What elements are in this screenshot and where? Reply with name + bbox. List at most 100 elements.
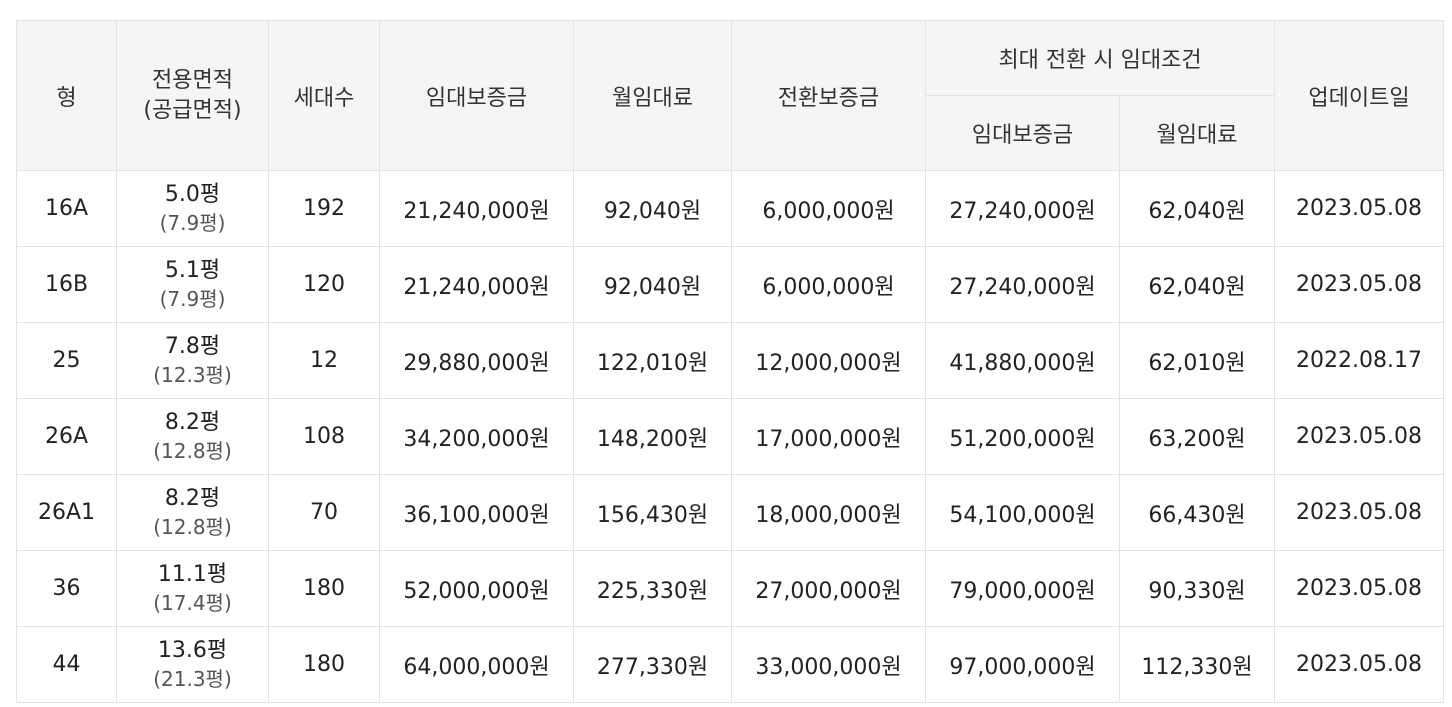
header-households: 세대수 bbox=[268, 20, 380, 171]
cell-max-rent: 90,330원 bbox=[1118, 550, 1276, 627]
cell-type: 25 bbox=[16, 322, 117, 399]
cell-exclusive-area: 8.2평 bbox=[164, 486, 221, 511]
cell-rent: 92,040원 bbox=[573, 246, 732, 323]
cell-max-deposit: 27,240,000원 bbox=[925, 170, 1120, 247]
cell-supply-area: (17.4평) bbox=[153, 591, 232, 615]
cell-households: 120 bbox=[268, 246, 380, 323]
cell-supply-area: (7.9평) bbox=[159, 287, 226, 311]
cell-type: 16A bbox=[16, 170, 117, 247]
cell-rent: 277,330원 bbox=[573, 626, 732, 703]
table-header: 형 전용면적 (공급면적) 세대수 임대보증금 월임대료 전환보증금 최대 전환… bbox=[16, 20, 1445, 171]
header-row-sub: 임대보증금 월임대료 bbox=[17, 95, 1444, 171]
cell-updated: 2023.05.08 bbox=[1274, 474, 1445, 551]
cell-area: 7.8평 (12.3평) bbox=[116, 322, 269, 399]
cell-households: 192 bbox=[268, 170, 380, 247]
cell-conversion: 33,000,000원 bbox=[731, 626, 926, 703]
cell-households: 180 bbox=[268, 550, 380, 627]
cell-rent: 122,010원 bbox=[573, 322, 732, 399]
header-deposit: 임대보증금 bbox=[379, 20, 574, 171]
cell-rent: 156,430원 bbox=[573, 474, 732, 551]
header-max-deposit: 임대보증금 bbox=[925, 95, 1120, 171]
table-body: 16A 5.0평 (7.9평) 192 21,240,000원 92,040원 … bbox=[16, 170, 1445, 703]
cell-supply-area: (12.8평) bbox=[153, 515, 232, 539]
table-row: 25 7.8평 (12.3평) 12 29,880,000원 122,010원 … bbox=[16, 322, 1445, 399]
cell-type: 26A1 bbox=[16, 474, 117, 551]
cell-max-deposit: 41,880,000원 bbox=[925, 322, 1120, 399]
cell-conversion: 6,000,000원 bbox=[731, 170, 926, 247]
cell-updated: 2023.05.08 bbox=[1274, 170, 1445, 247]
cell-area: 13.6평 (21.3평) bbox=[116, 626, 269, 703]
table-row: 16B 5.1평 (7.9평) 120 21,240,000원 92,040원 … bbox=[16, 246, 1445, 323]
cell-conversion: 18,000,000원 bbox=[731, 474, 926, 551]
cell-max-deposit: 51,200,000원 bbox=[925, 398, 1120, 475]
header-area: 전용면적 (공급면적) bbox=[116, 20, 269, 171]
cell-area: 11.1평 (17.4평) bbox=[116, 550, 269, 627]
cell-updated: 2022.08.17 bbox=[1274, 322, 1445, 399]
cell-max-rent: 62,040원 bbox=[1118, 246, 1276, 323]
cell-max-rent: 62,040원 bbox=[1118, 170, 1276, 247]
cell-exclusive-area: 5.1평 bbox=[164, 258, 221, 283]
cell-area: 5.1평 (7.9평) bbox=[116, 246, 269, 323]
cell-supply-area: (7.9평) bbox=[159, 211, 226, 235]
header-updated: 업데이트일 bbox=[1274, 20, 1445, 171]
cell-conversion: 27,000,000원 bbox=[731, 550, 926, 627]
cell-type: 36 bbox=[16, 550, 117, 627]
cell-exclusive-area: 8.2평 bbox=[164, 410, 221, 435]
cell-households: 70 bbox=[268, 474, 380, 551]
cell-households: 180 bbox=[268, 626, 380, 703]
cell-households: 12 bbox=[268, 322, 380, 399]
cell-updated: 2023.05.08 bbox=[1274, 550, 1445, 627]
cell-updated: 2023.05.08 bbox=[1274, 246, 1445, 323]
header-area-exclusive: 전용면적 bbox=[152, 67, 233, 93]
table-row: 26A 8.2평 (12.8평) 108 34,200,000원 148,200… bbox=[16, 398, 1445, 475]
cell-rent: 92,040원 bbox=[573, 170, 732, 247]
cell-max-rent: 112,330원 bbox=[1118, 626, 1276, 703]
cell-rent: 148,200원 bbox=[573, 398, 732, 475]
cell-conversion: 17,000,000원 bbox=[731, 398, 926, 475]
cell-max-rent: 66,430원 bbox=[1118, 474, 1276, 551]
cell-max-deposit: 79,000,000원 bbox=[925, 550, 1120, 627]
header-max-conversion-group: 최대 전환 시 임대조건 bbox=[924, 20, 1276, 96]
cell-deposit: 21,240,000원 bbox=[379, 170, 574, 247]
cell-deposit: 52,000,000원 bbox=[379, 550, 574, 627]
cell-exclusive-area: 11.1평 bbox=[157, 562, 228, 587]
table-row: 36 11.1평 (17.4평) 180 52,000,000원 225,330… bbox=[16, 550, 1445, 627]
cell-type: 26A bbox=[16, 398, 117, 475]
cell-exclusive-area: 5.0평 bbox=[164, 182, 221, 207]
cell-supply-area: (12.8평) bbox=[153, 439, 232, 463]
cell-max-deposit: 27,240,000원 bbox=[925, 246, 1120, 323]
cell-supply-area: (12.3평) bbox=[153, 363, 232, 387]
header-row-top: 형 전용면적 (공급면적) 세대수 임대보증금 월임대료 전환보증금 최대 전환… bbox=[16, 20, 1445, 171]
cell-deposit: 21,240,000원 bbox=[379, 246, 574, 323]
cell-deposit: 36,100,000원 bbox=[379, 474, 574, 551]
cell-conversion: 6,000,000원 bbox=[731, 246, 926, 323]
cell-deposit: 64,000,000원 bbox=[379, 626, 574, 703]
cell-conversion: 12,000,000원 bbox=[731, 322, 926, 399]
table-row: 44 13.6평 (21.3평) 180 64,000,000원 277,330… bbox=[16, 626, 1445, 703]
cell-updated: 2023.05.08 bbox=[1274, 398, 1445, 475]
header-area-supply: (공급면적) bbox=[143, 97, 242, 123]
cell-max-deposit: 54,100,000원 bbox=[925, 474, 1120, 551]
table-row: 16A 5.0평 (7.9평) 192 21,240,000원 92,040원 … bbox=[16, 170, 1445, 247]
cell-type: 44 bbox=[16, 626, 117, 703]
cell-max-rent: 62,010원 bbox=[1118, 322, 1276, 399]
table-row: 26A1 8.2평 (12.8평) 70 36,100,000원 156,430… bbox=[16, 474, 1445, 551]
cell-deposit: 34,200,000원 bbox=[379, 398, 574, 475]
cell-deposit: 29,880,000원 bbox=[379, 322, 574, 399]
cell-area: 5.0평 (7.9평) bbox=[116, 170, 269, 247]
cell-exclusive-area: 13.6평 bbox=[157, 638, 228, 663]
header-conversion-deposit: 전환보증금 bbox=[731, 20, 926, 171]
header-type: 형 bbox=[16, 20, 117, 171]
header-monthly-rent: 월임대료 bbox=[573, 20, 732, 171]
cell-updated: 2023.05.08 bbox=[1274, 626, 1445, 703]
cell-type: 16B bbox=[16, 246, 117, 323]
rental-conditions-table-wrapper: 형 전용면적 (공급면적) 세대수 임대보증금 월임대료 전환보증금 최대 전환… bbox=[16, 20, 1445, 703]
rental-conditions-table: 형 전용면적 (공급면적) 세대수 임대보증금 월임대료 전환보증금 최대 전환… bbox=[16, 20, 1445, 703]
cell-households: 108 bbox=[268, 398, 380, 475]
cell-exclusive-area: 7.8평 bbox=[164, 334, 221, 359]
cell-area: 8.2평 (12.8평) bbox=[116, 398, 269, 475]
cell-max-deposit: 97,000,000원 bbox=[925, 626, 1120, 703]
header-max-rent: 월임대료 bbox=[1118, 95, 1276, 171]
cell-max-rent: 63,200원 bbox=[1118, 398, 1276, 475]
cell-supply-area: (21.3평) bbox=[153, 667, 232, 691]
